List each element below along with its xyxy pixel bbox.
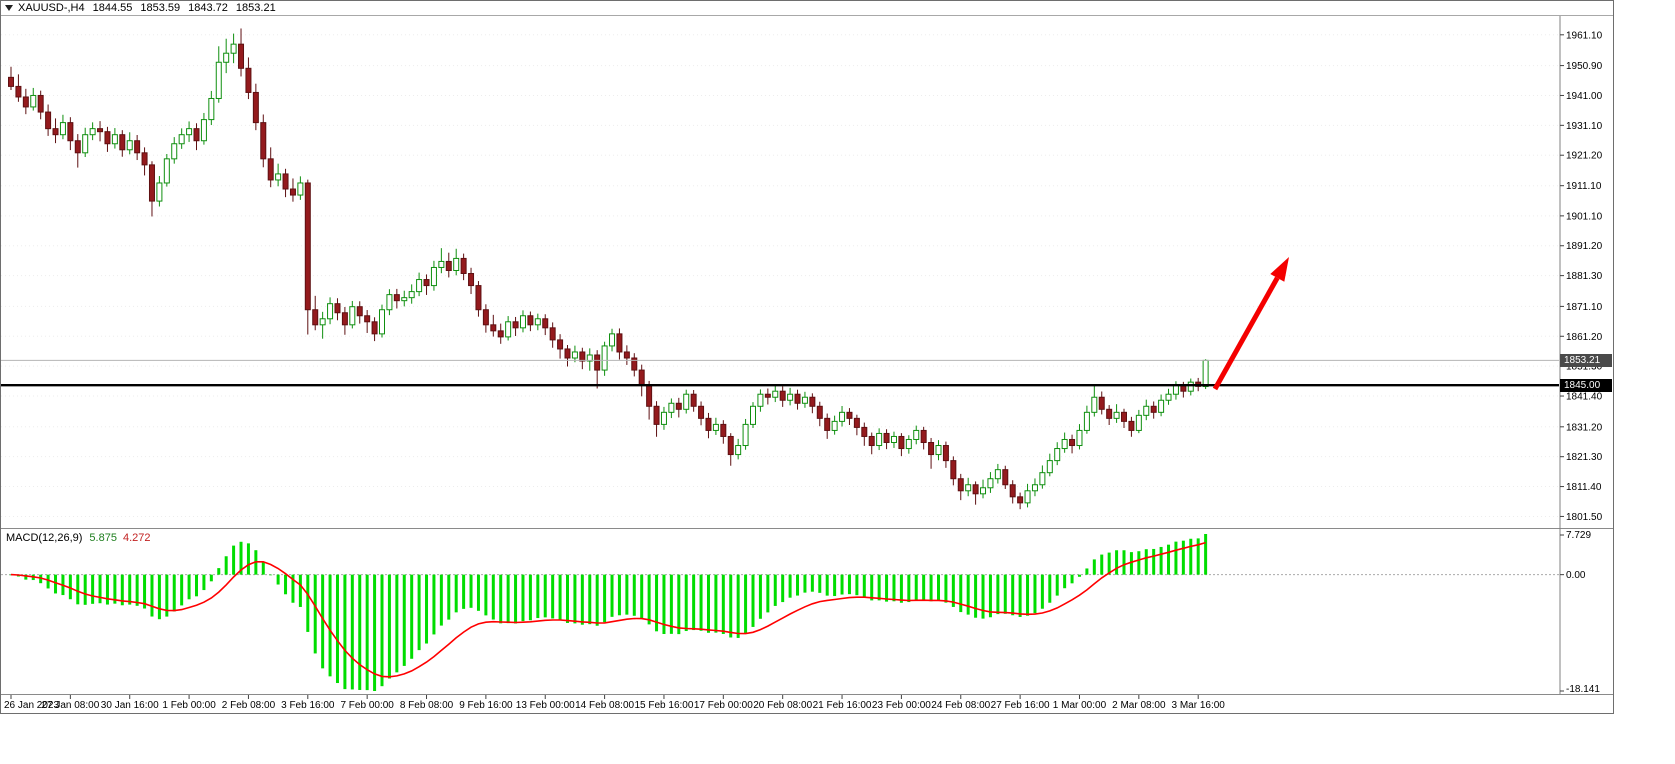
svg-text:1911.10: 1911.10 — [1566, 181, 1602, 192]
svg-text:8 Feb 08:00: 8 Feb 08:00 — [400, 700, 454, 711]
chart-canvas[interactable]: 1961.10 1950.90 1941.00 1931.10 1921.20 1911.… — [1, 1, 1613, 713]
ohlc-high: 1853.59 — [140, 2, 181, 14]
svg-text:1861.20: 1861.20 — [1566, 332, 1603, 343]
macd-histogram — [1, 534, 1559, 691]
svg-text:27 Jan 08:00: 27 Jan 08:00 — [41, 700, 99, 711]
svg-text:26 Jan 2023: 26 Jan 2023 — [4, 700, 59, 711]
svg-text:14 Feb 08:00: 14 Feb 08:00 — [575, 700, 634, 711]
hline-price-tag: 1845.00 — [1560, 378, 1612, 392]
chart-menu-arrow-icon[interactable] — [5, 5, 13, 12]
svg-text:-18.141: -18.141 — [1566, 684, 1600, 695]
svg-text:1821.30: 1821.30 — [1566, 452, 1603, 463]
svg-text:1941.00: 1941.00 — [1566, 91, 1603, 102]
candlesticks — [8, 28, 1209, 510]
svg-text:1871.10: 1871.10 — [1566, 302, 1603, 313]
svg-text:7.729: 7.729 — [1566, 530, 1591, 541]
panel-separators — [1, 528, 1613, 695]
svg-text:1961.10: 1961.10 — [1566, 30, 1603, 41]
svg-text:9 Feb 16:00: 9 Feb 16:00 — [459, 700, 513, 711]
price-gridlines — [1, 34, 1559, 517]
ohlc-open: 1844.55 — [92, 2, 133, 14]
ohlc-low: 1843.72 — [188, 2, 228, 14]
svg-text:23 Feb 00:00: 23 Feb 00:00 — [872, 700, 931, 711]
svg-text:3 Mar 16:00: 3 Mar 16:00 — [1172, 700, 1226, 711]
svg-text:0.00: 0.00 — [1566, 570, 1586, 581]
ohlc-close: 1853.21 — [235, 2, 276, 14]
svg-text:1831.20: 1831.20 — [1566, 422, 1603, 433]
svg-text:1950.90: 1950.90 — [1566, 61, 1603, 72]
mt4-chart-window: XAUUSD-,H4 1844.55 1853.59 1843.72 1853.21 1… — [0, 0, 1614, 714]
svg-text:1901.10: 1901.10 — [1566, 211, 1603, 222]
svg-text:1931.10: 1931.10 — [1566, 121, 1603, 132]
svg-text:20 Feb 08:00: 20 Feb 08:00 — [753, 700, 812, 711]
svg-text:30 Jan 16:00: 30 Jan 16:00 — [101, 700, 159, 711]
svg-text:13 Feb 00:00: 13 Feb 00:00 — [516, 700, 575, 711]
macd-indicator-label: MACD(12,26,9) 5.875 4.272 — [6, 532, 150, 544]
svg-text:1841.40: 1841.40 — [1566, 392, 1603, 403]
svg-text:1811.40: 1811.40 — [1566, 482, 1602, 493]
svg-text:1 Mar 00:00: 1 Mar 00:00 — [1053, 700, 1107, 711]
svg-text:2 Feb 08:00: 2 Feb 08:00 — [222, 700, 276, 711]
macd-signal-value: 4.272 — [122, 532, 151, 544]
svg-text:21 Feb 16:00: 21 Feb 16:00 — [813, 700, 872, 711]
svg-text:1801.50: 1801.50 — [1566, 512, 1603, 523]
macd-signal-line — [10, 541, 1206, 678]
macd-name: MACD(12,26,9) — [6, 532, 83, 544]
svg-text:1921.20: 1921.20 — [1566, 151, 1603, 162]
svg-text:1891.20: 1891.20 — [1566, 241, 1603, 252]
symbol-info-bar: XAUUSD-,H4 1844.55 1853.59 1843.72 1853.21 — [1, 1, 1613, 16]
svg-text:17 Feb 00:00: 17 Feb 00:00 — [694, 700, 753, 711]
svg-text:3 Feb 16:00: 3 Feb 16:00 — [281, 700, 335, 711]
svg-text:15 Feb 16:00: 15 Feb 16:00 — [634, 700, 693, 711]
svg-text:24 Feb 08:00: 24 Feb 08:00 — [931, 700, 990, 711]
svg-text:1881.30: 1881.30 — [1566, 271, 1603, 282]
svg-text:1 Feb 00:00: 1 Feb 00:00 — [162, 700, 216, 711]
bid-price-tag: 1853.21 — [1560, 353, 1612, 367]
macd-main-value: 5.875 — [89, 532, 117, 544]
svg-text:1851.30: 1851.30 — [1566, 362, 1603, 373]
svg-text:2 Mar 08:00: 2 Mar 08:00 — [1112, 700, 1166, 711]
svg-text:27 Feb 16:00: 27 Feb 16:00 — [991, 700, 1050, 711]
svg-text:7 Feb 00:00: 7 Feb 00:00 — [340, 700, 394, 711]
symbol-timeframe-label: XAUUSD-,H4 — [18, 2, 85, 14]
trend-arrow[interactable] — [1212, 257, 1289, 391]
